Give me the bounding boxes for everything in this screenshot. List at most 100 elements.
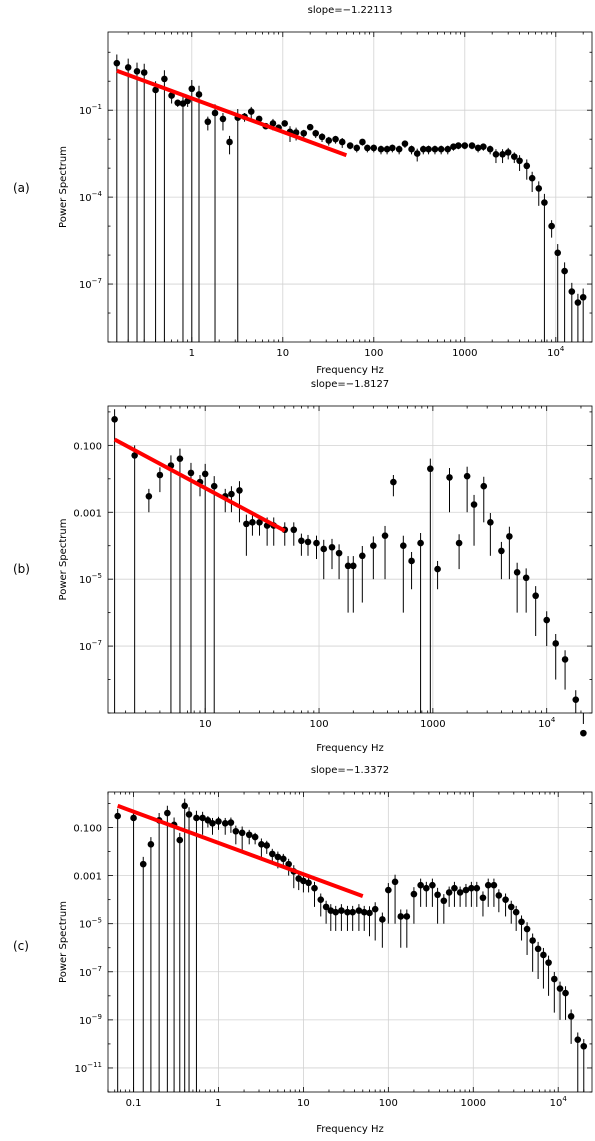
data-point	[451, 884, 458, 892]
data-point	[370, 542, 377, 550]
y-tick-label: 10−7	[79, 639, 102, 653]
data-point	[185, 811, 193, 818]
data-point	[228, 490, 235, 498]
fit-line	[113, 437, 286, 533]
data-point	[383, 145, 391, 153]
data-point	[227, 819, 235, 826]
data-point	[346, 142, 354, 149]
data-point	[215, 818, 222, 825]
data-point	[480, 143, 487, 150]
x-axis-label: Frequency Hz	[316, 365, 384, 376]
data-point	[201, 470, 209, 478]
data-point	[534, 945, 542, 953]
data-point	[243, 520, 250, 528]
y-tick-label: 10−1	[79, 103, 102, 117]
data-point	[290, 526, 298, 534]
y-tick-label: 0.001	[73, 872, 102, 883]
data-point	[391, 878, 399, 886]
data-point	[338, 138, 346, 146]
fit-line	[116, 68, 348, 158]
data-point	[249, 519, 256, 526]
data-point	[522, 574, 530, 582]
data-point	[251, 833, 259, 841]
data-point	[359, 552, 366, 560]
data-point	[567, 1013, 575, 1020]
data-point	[423, 884, 430, 892]
data-point	[417, 881, 424, 889]
data-point	[193, 814, 200, 822]
x-tick-label: 1000	[461, 1098, 486, 1109]
data-point	[440, 897, 448, 905]
data-point	[513, 569, 521, 576]
chart-panel-3: 0.1 1 10 100 1000 104 0.100 0.001 10−5 10−7 10−9 10…	[13, 765, 593, 1135]
data-point	[413, 150, 421, 157]
x-tick-label: 10	[199, 719, 212, 730]
data-point	[401, 140, 409, 147]
plot-frame	[107, 31, 593, 343]
data-point	[311, 884, 318, 892]
data-point	[540, 951, 547, 959]
data-point	[461, 142, 469, 149]
data-point	[360, 908, 368, 916]
data-point	[431, 145, 439, 153]
data-point	[556, 985, 564, 992]
data-point	[385, 886, 392, 894]
data-point	[381, 532, 389, 539]
plot-frame	[107, 405, 593, 714]
data-point	[510, 153, 518, 160]
data-point	[133, 68, 141, 75]
data-point	[317, 896, 325, 903]
data-point	[548, 222, 555, 230]
data-point	[580, 729, 587, 737]
data-point	[335, 549, 343, 557]
data-point	[523, 162, 531, 170]
data-point	[188, 85, 196, 93]
data-point	[305, 879, 312, 887]
data-point	[113, 59, 121, 67]
data-point	[480, 482, 488, 490]
data-point	[236, 487, 243, 494]
chart-panel-2: 10 100 1000 104 0.100 0.001 10−5 10−7 slope=−1.8…	[13, 379, 593, 754]
data-point	[245, 831, 253, 839]
data-point	[492, 151, 500, 158]
data-point	[512, 908, 520, 916]
y-axis-label: Power Spectrum	[58, 901, 69, 983]
data-point	[344, 562, 352, 570]
data-point	[285, 860, 292, 868]
x-axis-label: Frequency Hz	[316, 1124, 384, 1135]
data-point	[349, 908, 356, 916]
data-point	[473, 884, 481, 892]
data-point	[145, 492, 153, 500]
data-point	[535, 185, 543, 192]
data-point	[450, 143, 457, 150]
x-axis-label: Frequency Hz	[316, 743, 384, 754]
data-point	[523, 925, 531, 933]
x-tick-label: 10	[297, 1098, 310, 1109]
data-point	[221, 819, 229, 827]
y-axis-label: Power Spectrum	[58, 146, 69, 228]
data-point	[470, 501, 478, 508]
data-point	[332, 908, 340, 916]
data-point	[366, 909, 373, 917]
plot-frame	[107, 791, 593, 1093]
y-tick-label: 10−7	[79, 277, 102, 291]
data-point	[498, 547, 505, 555]
data-point	[434, 565, 441, 573]
data-point	[300, 877, 307, 885]
data-point	[168, 92, 175, 99]
data-point	[463, 472, 471, 480]
data-point	[541, 199, 548, 206]
chart-title: slope=−1.22113	[308, 5, 393, 16]
data-point	[156, 471, 164, 479]
data-point	[468, 884, 475, 892]
data-point	[561, 656, 569, 663]
data-point	[161, 75, 168, 83]
data-point	[420, 145, 427, 153]
data-point	[247, 108, 255, 115]
data-point	[370, 144, 378, 152]
x-tick-label: 100	[379, 1098, 398, 1109]
data-point	[479, 894, 487, 902]
y-tick-label: 0.100	[73, 441, 102, 452]
data-point	[332, 135, 339, 143]
data-point	[462, 886, 470, 894]
